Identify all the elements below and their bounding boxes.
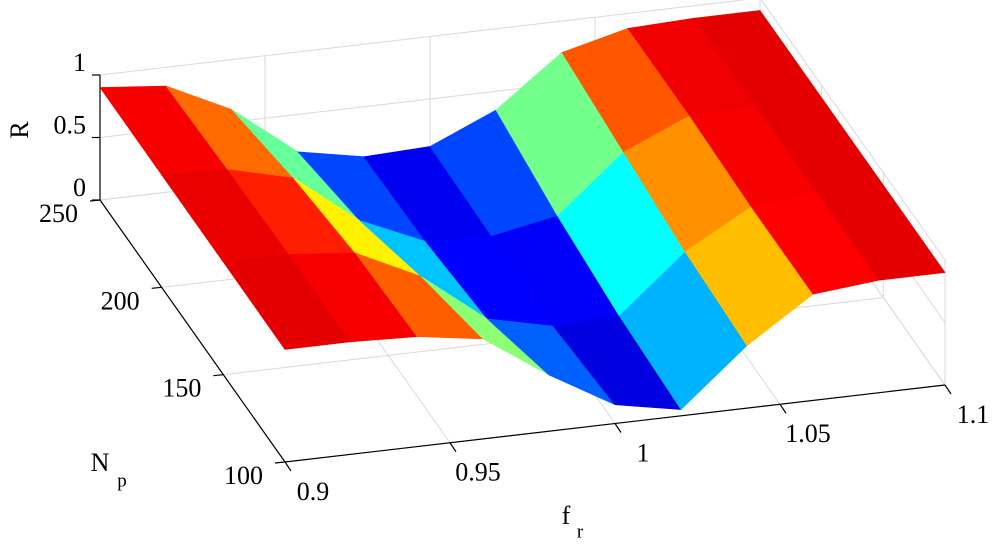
z-tick-label: 0 [73, 173, 86, 202]
x-axis-label-sub: r [577, 521, 584, 542]
grid-line [760, 0, 946, 261]
y-tick-label: 250 [39, 199, 78, 228]
x-tick [449, 442, 457, 453]
x-tick [614, 423, 622, 433]
x-tick-label: 1 [637, 438, 650, 467]
y-tick-label: 200 [101, 286, 140, 315]
y-axis-label-sub: p [117, 470, 127, 491]
x-tick-label: 1.1 [957, 400, 990, 429]
y-tick-label: 150 [162, 374, 201, 403]
grid-line [99, 0, 748, 76]
y-tick [274, 461, 286, 464]
x-axis-label: f [562, 501, 571, 530]
x-tick [944, 384, 952, 395]
surface-patch [816, 184, 946, 281]
y-tick [151, 286, 162, 289]
z-tick-label: 1 [73, 48, 86, 77]
x-tick [779, 403, 787, 414]
x-tick-label: 0.9 [297, 477, 330, 506]
y-tick [213, 374, 224, 377]
y-axis-label: N [91, 448, 110, 477]
x-tick-label: 1.05 [785, 419, 831, 448]
y-tick-label: 100 [224, 461, 263, 490]
y-axis [99, 199, 286, 463]
x-tick-label: 0.95 [455, 458, 501, 487]
z-tick-label: 0.5 [54, 110, 87, 139]
x-tick [284, 461, 292, 472]
z-axis-label: R [5, 121, 34, 139]
